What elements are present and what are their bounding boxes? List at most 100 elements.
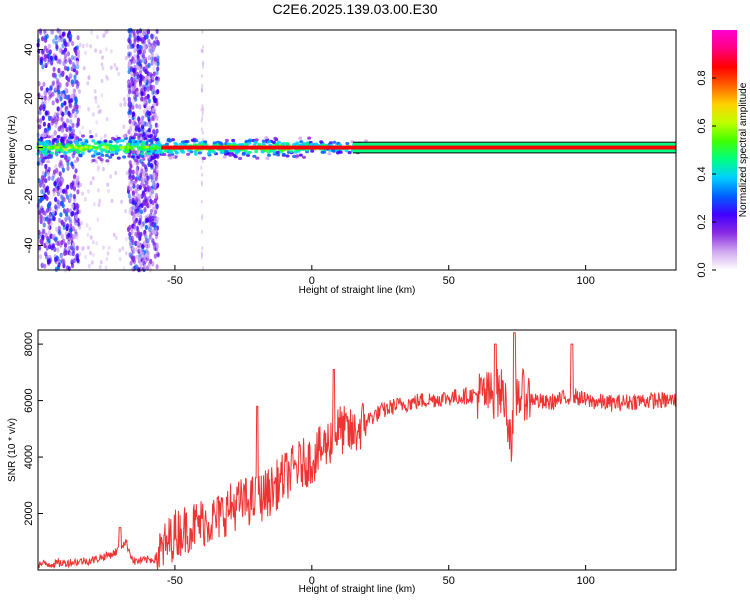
clutter-speckle: [54, 206, 59, 212]
signal-speckle: [60, 139, 65, 143]
clutter-speckle: [52, 118, 56, 124]
faint-speckle: [148, 155, 151, 161]
faint-speckle: [200, 199, 203, 204]
clutter-speckle: [148, 202, 152, 208]
clutter-speckle: [141, 84, 146, 90]
faint-speckle: [95, 120, 99, 125]
clutter-speckle: [63, 243, 68, 249]
faint-speckle: [78, 209, 82, 214]
clutter-speckle: [72, 186, 77, 192]
clutter-speckle: [56, 199, 60, 205]
faint-speckle: [105, 47, 108, 52]
clutter-speckle: [140, 96, 144, 102]
clutter-speckle: [136, 149, 140, 155]
faint-speckle: [144, 233, 147, 239]
clutter-speckle: [147, 127, 151, 133]
clutter-speckle: [155, 243, 159, 249]
clutter-speckle: [59, 96, 63, 102]
clutter-speckle: [144, 59, 148, 65]
clutter-speckle: [40, 95, 44, 101]
clutter-speckle: [45, 48, 49, 54]
faint-speckle: [200, 127, 203, 132]
clutter-speckle: [68, 125, 72, 131]
clutter-speckle: [64, 216, 68, 223]
clutter-speckle: [138, 82, 142, 88]
signal-speckle: [97, 156, 102, 160]
faint-speckle: [151, 87, 155, 92]
faint-speckle: [138, 122, 142, 127]
clutter-speckle: [138, 184, 142, 190]
clutter-speckle: [132, 77, 136, 83]
clutter-speckle: [142, 85, 146, 91]
clutter-speckle: [129, 43, 133, 50]
clutter-speckle: [145, 202, 149, 208]
clutter-speckle: [72, 233, 76, 239]
clutter-speckle: [63, 40, 67, 47]
faint-speckle: [150, 44, 154, 49]
clutter-speckle: [58, 229, 62, 235]
signal-speckle: [81, 134, 85, 138]
clutter-speckle: [39, 118, 43, 124]
clutter-speckle: [136, 52, 140, 59]
clutter-speckle: [59, 160, 63, 166]
clutter-speckle: [147, 62, 151, 68]
clutter-speckle: [50, 134, 54, 140]
clutter-speckle: [153, 225, 157, 231]
faint-speckle: [101, 55, 104, 60]
signal-speckle: [43, 156, 48, 160]
signal-speckle: [157, 149, 162, 153]
signal-speckle: [272, 140, 276, 144]
clutter-speckle: [73, 177, 77, 183]
clutter-speckle: [54, 55, 58, 61]
faint-speckle: [103, 133, 107, 139]
clutter-speckle: [59, 253, 64, 259]
faint-speckle: [105, 117, 109, 122]
faint-speckle: [81, 43, 85, 49]
clutter-speckle: [67, 239, 71, 246]
clutter-speckle: [63, 122, 67, 128]
signal-speckle: [264, 136, 269, 140]
clutter-speckle: [70, 112, 74, 118]
clutter-speckle: [60, 195, 64, 201]
clutter-speckle: [127, 97, 131, 103]
spectrogram-x-axis-label: Height of straight line (km): [299, 285, 416, 296]
clutter-speckle: [135, 231, 139, 237]
signal-speckle: [194, 139, 199, 143]
clutter-speckle: [140, 257, 144, 263]
clutter-speckle: [75, 234, 79, 240]
faint-speckle: [87, 245, 90, 250]
clutter-speckle: [58, 59, 62, 65]
clutter-speckle: [51, 56, 55, 62]
faint-speckle: [139, 206, 143, 211]
clutter-speckle: [126, 93, 130, 99]
signal-speckle: [285, 154, 290, 158]
clutter-speckle: [67, 245, 71, 251]
signal-speckle: [78, 154, 83, 158]
clutter-speckle: [146, 86, 150, 92]
faint-speckle: [132, 123, 135, 128]
faint-speckle: [93, 202, 96, 207]
faint-speckle: [143, 101, 146, 106]
clutter-speckle: [71, 122, 75, 129]
faint-speckle: [201, 159, 204, 164]
y-tick-label: -40: [23, 238, 35, 254]
clutter-speckle: [51, 81, 55, 87]
faint-speckle: [201, 130, 204, 135]
clutter-speckle: [156, 66, 160, 72]
clutter-speckle: [143, 78, 147, 84]
signal-speckle: [169, 151, 174, 155]
clutter-speckle: [130, 255, 134, 261]
faint-speckle: [118, 248, 122, 253]
clutter-speckle: [60, 127, 64, 133]
spectrogram-frame: [37, 29, 677, 271]
clutter-speckle: [77, 49, 81, 56]
faint-speckle: [122, 124, 126, 129]
signal-speckle: [103, 139, 108, 143]
clutter-speckle: [58, 72, 62, 78]
clutter-speckle: [70, 55, 75, 61]
signal-speckle: [273, 136, 278, 140]
clutter-speckle: [58, 217, 62, 223]
clutter-speckle: [51, 209, 56, 215]
faint-speckle: [202, 106, 205, 111]
signal-speckle: [96, 152, 101, 156]
